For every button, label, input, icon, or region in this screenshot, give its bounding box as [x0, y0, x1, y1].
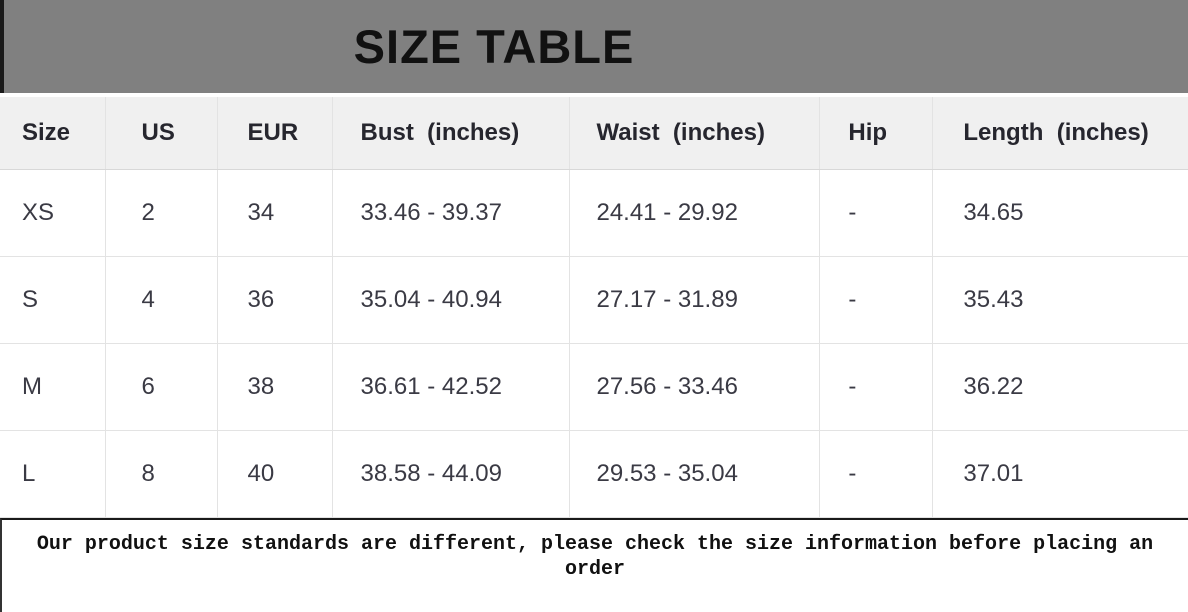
cell-waist: 27.17 - 31.89 — [569, 256, 821, 344]
cell-waist: 27.56 - 33.46 — [569, 343, 821, 431]
cell-eur: 34 — [217, 169, 333, 257]
cell-us: 4 — [105, 256, 218, 344]
column-header-eur: EUR — [217, 97, 333, 170]
page-title: SIZE TABLE — [353, 20, 635, 73]
column-header-hip: Hip — [819, 97, 934, 170]
cell-us: 6 — [105, 343, 218, 431]
column-header-waist: Waist (inches) — [569, 97, 821, 170]
cell-bust: 33.46 - 39.37 — [332, 169, 571, 257]
table-row-s: S 4 36 35.04 - 40.94 27.17 - 31.89 - 35.… — [0, 256, 1188, 344]
cell-us: 8 — [105, 430, 218, 518]
cell-length: 36.22 — [932, 343, 1188, 431]
cell-length: 34.65 — [932, 169, 1188, 257]
table-row-l: L 8 40 38.58 - 44.09 29.53 - 35.04 - 37.… — [0, 430, 1188, 518]
cell-length: 37.01 — [932, 430, 1188, 518]
cell-waist: 24.41 - 29.92 — [569, 169, 821, 257]
cell-bust: 36.61 - 42.52 — [332, 343, 571, 431]
cell-eur: 38 — [217, 343, 333, 431]
cell-waist: 29.53 - 35.04 — [569, 430, 821, 518]
size-table: Size US EUR Bust (inches) Waist (inches)… — [0, 97, 1188, 518]
column-header-us: US — [105, 97, 218, 170]
band-table-gap — [0, 93, 1188, 97]
cell-size: S — [0, 256, 106, 344]
cell-hip: - — [819, 343, 934, 431]
cell-bust: 38.58 - 44.09 — [332, 430, 571, 518]
title-band: SIZE TABLE — [0, 0, 1188, 93]
cell-hip: - — [819, 256, 934, 344]
cell-size: L — [0, 430, 106, 518]
column-header-bust: Bust (inches) — [332, 97, 571, 170]
cell-size: XS — [0, 169, 106, 257]
cell-hip: - — [819, 169, 934, 257]
left-edge-bar — [0, 0, 4, 93]
footer-note-text: Our product size standards are different… — [36, 532, 1154, 581]
cell-us: 2 — [105, 169, 218, 257]
table-row-m: M 6 38 36.61 - 42.52 27.56 - 33.46 - 36.… — [0, 343, 1188, 431]
cell-hip: - — [819, 430, 934, 518]
column-header-size: Size — [0, 97, 106, 170]
table-header-row: Size US EUR Bust (inches) Waist (inches)… — [0, 97, 1188, 170]
cell-size: M — [0, 343, 106, 431]
cell-length: 35.43 — [932, 256, 1188, 344]
table-row-xs: XS 2 34 33.46 - 39.37 24.41 - 29.92 - 34… — [0, 169, 1188, 257]
footer-note-box: Our product size standards are different… — [0, 517, 1188, 612]
cell-eur: 40 — [217, 430, 333, 518]
cell-bust: 35.04 - 40.94 — [332, 256, 571, 344]
column-header-length: Length (inches) — [932, 97, 1188, 170]
cell-eur: 36 — [217, 256, 333, 344]
